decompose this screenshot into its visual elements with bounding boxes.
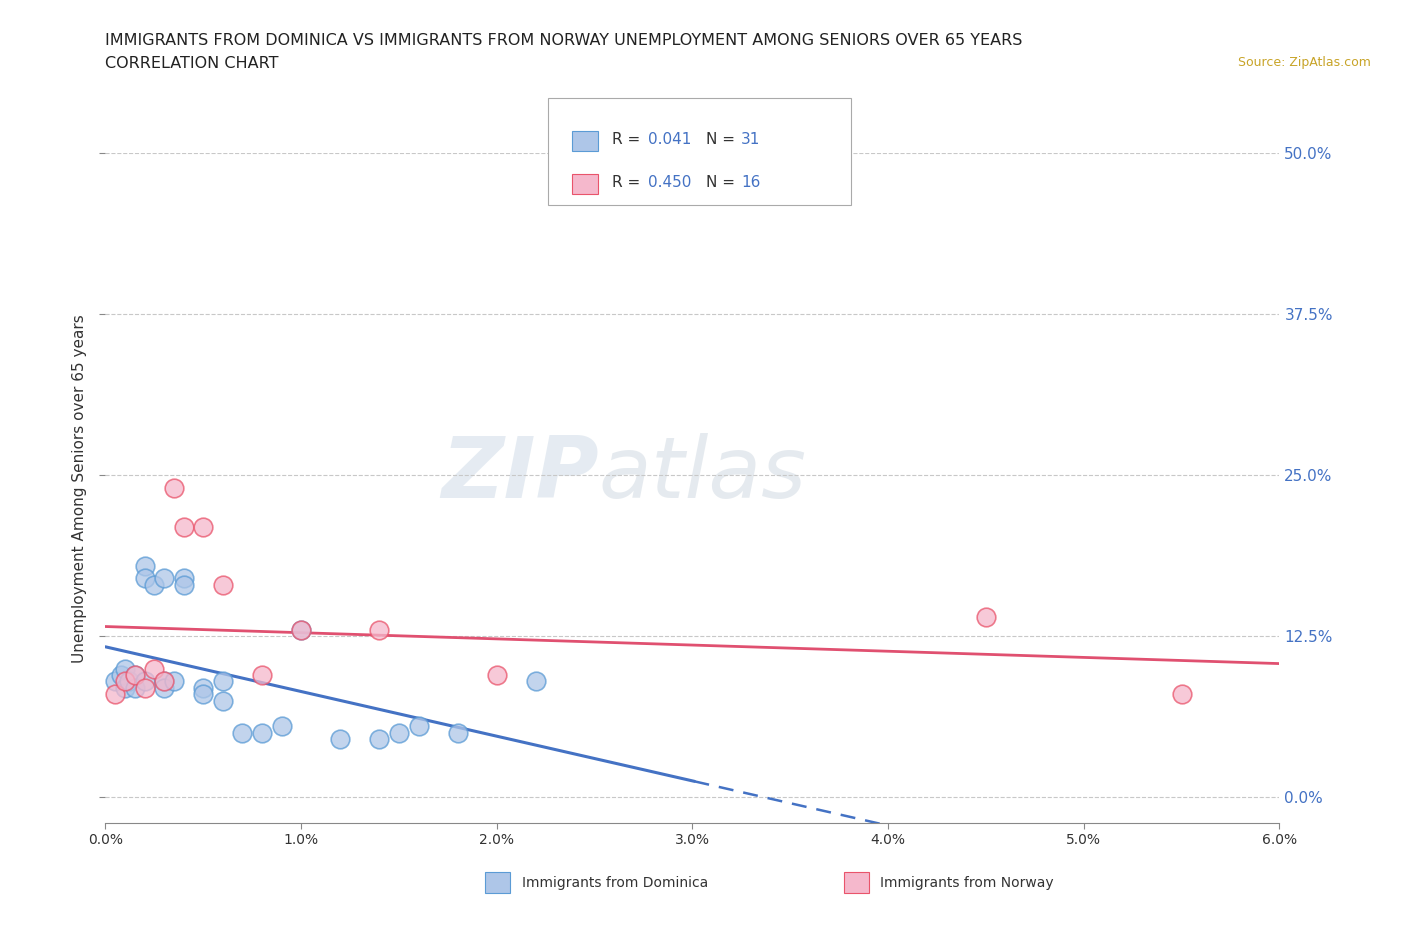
Point	[211, 578, 233, 592]
Point	[231, 725, 253, 740]
Text: Immigrants from Dominica: Immigrants from Dominica	[522, 875, 707, 890]
Point	[485, 668, 508, 683]
Point	[114, 674, 136, 689]
Point	[193, 520, 215, 535]
Point	[270, 719, 292, 734]
Point	[163, 481, 186, 496]
Text: N =: N =	[706, 132, 740, 147]
Point	[134, 558, 156, 573]
Point	[250, 725, 273, 740]
Point	[124, 681, 146, 696]
Text: CORRELATION CHART: CORRELATION CHART	[105, 56, 278, 71]
Point	[110, 668, 132, 683]
Point	[153, 674, 176, 689]
Text: 0.041: 0.041	[648, 132, 692, 147]
Text: ZIP: ZIP	[441, 433, 599, 516]
Point	[143, 661, 166, 676]
Point	[388, 725, 411, 740]
Point	[173, 578, 195, 592]
Point	[143, 578, 166, 592]
Text: Immigrants from Norway: Immigrants from Norway	[880, 875, 1053, 890]
Point	[368, 622, 391, 637]
Point	[114, 681, 136, 696]
Point	[173, 571, 195, 586]
Point	[118, 674, 141, 689]
Point	[193, 687, 215, 702]
Point	[193, 681, 215, 696]
Text: N =: N =	[706, 175, 740, 190]
Point	[290, 622, 312, 637]
Point	[974, 609, 997, 624]
Point	[211, 674, 233, 689]
Text: 16: 16	[741, 175, 761, 190]
Text: 0.450: 0.450	[648, 175, 692, 190]
Point	[290, 622, 312, 637]
Point	[104, 687, 127, 702]
Point	[104, 674, 127, 689]
Point	[153, 571, 176, 586]
Point	[124, 668, 146, 683]
Point	[447, 725, 470, 740]
Text: atlas: atlas	[599, 433, 807, 516]
Point	[524, 674, 547, 689]
Point	[134, 681, 156, 696]
Point	[173, 520, 195, 535]
Point	[153, 674, 176, 689]
Text: R =: R =	[612, 132, 645, 147]
Point	[114, 661, 136, 676]
Point	[153, 681, 176, 696]
Text: Source: ZipAtlas.com: Source: ZipAtlas.com	[1237, 56, 1371, 69]
Point	[163, 674, 186, 689]
Point	[368, 732, 391, 747]
Point	[250, 668, 273, 683]
Point	[134, 674, 156, 689]
Text: R =: R =	[612, 175, 645, 190]
Point	[329, 732, 352, 747]
Point	[134, 571, 156, 586]
Point	[124, 668, 146, 683]
Text: 31: 31	[741, 132, 761, 147]
Point	[408, 719, 430, 734]
Point	[1170, 687, 1192, 702]
Point	[211, 693, 233, 708]
Y-axis label: Unemployment Among Seniors over 65 years: Unemployment Among Seniors over 65 years	[72, 314, 87, 663]
Text: IMMIGRANTS FROM DOMINICA VS IMMIGRANTS FROM NORWAY UNEMPLOYMENT AMONG SENIORS OV: IMMIGRANTS FROM DOMINICA VS IMMIGRANTS F…	[105, 33, 1022, 47]
